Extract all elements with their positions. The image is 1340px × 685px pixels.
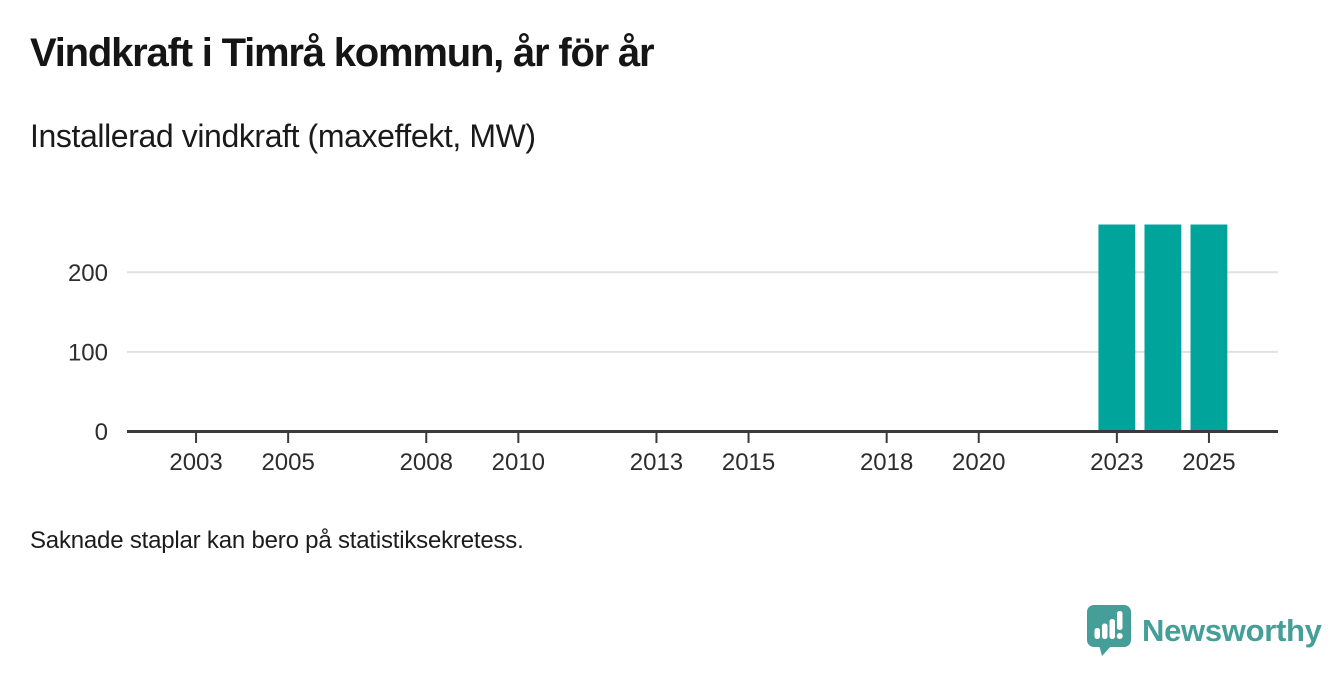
newsworthy-wordmark: Newsworthy bbox=[1142, 612, 1322, 648]
chart-subtitle: Installerad vindkraft (maxeffekt, MW) bbox=[30, 118, 536, 154]
x-tick-label-2013: 2013 bbox=[630, 449, 683, 476]
bar-2024 bbox=[1144, 224, 1182, 432]
y-tick-label-100: 100 bbox=[68, 339, 108, 366]
x-tick-label-2025: 2025 bbox=[1182, 449, 1235, 476]
x-tick-label-2018: 2018 bbox=[860, 449, 913, 476]
newsworthy-speech-bubble-chart-icon bbox=[1087, 605, 1131, 656]
x-tick-label-2008: 2008 bbox=[400, 449, 453, 476]
bar-2023 bbox=[1098, 224, 1136, 432]
y-tick-label-200: 200 bbox=[68, 260, 108, 287]
x-tick-label-2023: 2023 bbox=[1090, 449, 1143, 476]
x-tick-label-2015: 2015 bbox=[722, 449, 775, 476]
x-tick-label-2005: 2005 bbox=[261, 449, 314, 476]
chart-title: Vindkraft i Timrå kommun, år för år bbox=[30, 31, 655, 75]
x-tick-label-2003: 2003 bbox=[169, 449, 222, 476]
x-tick-label-2020: 2020 bbox=[952, 449, 1005, 476]
y-tick-label-0: 0 bbox=[95, 419, 108, 446]
newsworthy-logo: Newsworthy bbox=[1086, 604, 1322, 657]
footnote: Saknade staplar kan bero på statistiksek… bbox=[30, 527, 524, 554]
x-tick-label-2010: 2010 bbox=[492, 449, 545, 476]
bar-2025 bbox=[1190, 224, 1228, 432]
